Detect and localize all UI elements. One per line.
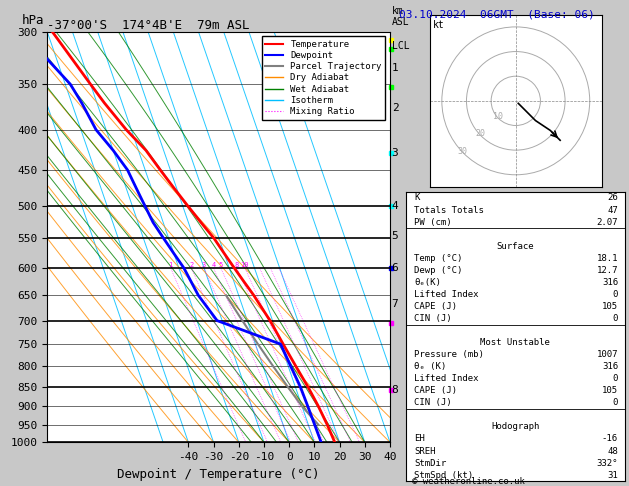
Text: 1: 1: [169, 262, 173, 268]
Text: 10: 10: [493, 112, 503, 121]
Text: 2.07: 2.07: [596, 218, 618, 226]
Text: Surface: Surface: [496, 242, 534, 251]
Text: 0: 0: [613, 290, 618, 299]
Text: StmSpd (kt): StmSpd (kt): [415, 470, 474, 480]
Text: 5: 5: [392, 230, 398, 241]
Text: 31: 31: [607, 470, 618, 480]
Text: 105: 105: [602, 302, 618, 311]
Text: -16: -16: [602, 434, 618, 443]
Text: 8: 8: [235, 262, 239, 268]
Text: CIN (J): CIN (J): [415, 399, 452, 407]
Text: 12.7: 12.7: [596, 266, 618, 275]
Text: 8: 8: [392, 385, 398, 395]
X-axis label: Dewpoint / Temperature (°C): Dewpoint / Temperature (°C): [118, 468, 320, 481]
Text: Lifted Index: Lifted Index: [415, 374, 479, 383]
Text: StmDir: StmDir: [415, 459, 447, 468]
Text: K: K: [415, 193, 420, 203]
Text: Most Unstable: Most Unstable: [480, 338, 550, 347]
Text: 18.1: 18.1: [596, 254, 618, 263]
Text: 4: 4: [392, 201, 398, 211]
Text: 0: 0: [613, 399, 618, 407]
Text: 03.10.2024  06GMT  (Base: 06): 03.10.2024 06GMT (Base: 06): [399, 9, 595, 19]
Text: 105: 105: [602, 386, 618, 395]
Text: -37°00'S  174°4B'E  79m ASL: -37°00'S 174°4B'E 79m ASL: [47, 18, 250, 32]
Text: 1007: 1007: [596, 350, 618, 359]
Text: Mixing Ratio (g/kg): Mixing Ratio (g/kg): [414, 214, 424, 326]
Text: EH: EH: [415, 434, 425, 443]
Text: Pressure (mb): Pressure (mb): [415, 350, 484, 359]
Text: 7: 7: [392, 299, 398, 309]
Text: 1: 1: [392, 63, 398, 72]
Text: Hodograph: Hodograph: [491, 422, 539, 432]
Text: θₑ(K): θₑ(K): [415, 278, 442, 287]
Text: 10: 10: [241, 262, 249, 268]
Text: PW (cm): PW (cm): [415, 218, 452, 226]
Text: hPa: hPa: [21, 15, 44, 28]
Text: 3: 3: [202, 262, 206, 268]
Text: km
ASL: km ASL: [392, 6, 409, 28]
Text: SREH: SREH: [415, 447, 436, 455]
Text: 0: 0: [613, 374, 618, 383]
Text: Temp (°C): Temp (°C): [415, 254, 463, 263]
Text: CIN (J): CIN (J): [415, 314, 452, 323]
Text: Lifted Index: Lifted Index: [415, 290, 479, 299]
Text: θₑ (K): θₑ (K): [415, 362, 447, 371]
Text: 0: 0: [613, 314, 618, 323]
Text: LCL: LCL: [392, 40, 409, 51]
Text: 26: 26: [607, 193, 618, 203]
Text: 3: 3: [392, 148, 398, 158]
Text: Totals Totals: Totals Totals: [415, 206, 484, 214]
Text: 6: 6: [392, 263, 398, 273]
Legend: Temperature, Dewpoint, Parcel Trajectory, Dry Adiabat, Wet Adiabat, Isotherm, Mi: Temperature, Dewpoint, Parcel Trajectory…: [262, 36, 386, 120]
Text: 2: 2: [189, 262, 194, 268]
Text: 316: 316: [602, 362, 618, 371]
Text: 316: 316: [602, 278, 618, 287]
Text: 332°: 332°: [596, 459, 618, 468]
Text: 30: 30: [457, 147, 467, 156]
Text: CAPE (J): CAPE (J): [415, 386, 457, 395]
Text: Dewp (°C): Dewp (°C): [415, 266, 463, 275]
Text: kt: kt: [433, 20, 445, 30]
Text: © weatheronline.co.uk: © weatheronline.co.uk: [412, 477, 525, 486]
Text: 48: 48: [607, 447, 618, 455]
Text: 2: 2: [392, 103, 398, 113]
Text: 47: 47: [607, 206, 618, 214]
Text: 5: 5: [219, 262, 223, 268]
Text: 20: 20: [476, 129, 486, 139]
Text: 4: 4: [211, 262, 216, 268]
Text: CAPE (J): CAPE (J): [415, 302, 457, 311]
